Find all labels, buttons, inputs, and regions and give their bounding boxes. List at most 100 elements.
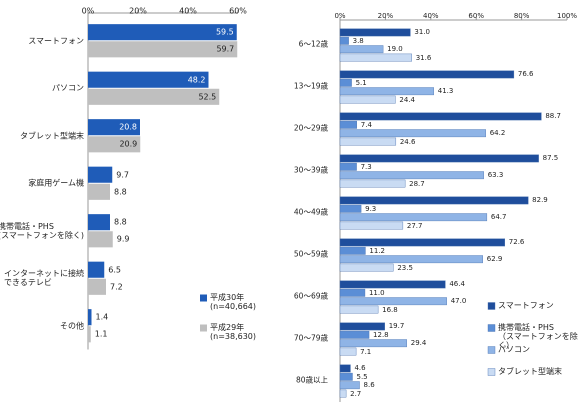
legend-label: タブレット型端末 (498, 367, 562, 376)
bar (88, 309, 92, 326)
value-label: 5.5 (355, 372, 369, 381)
category-label: 50～59歳 (293, 249, 328, 259)
value-label: 52.5 (198, 92, 217, 102)
value-label: 48.2 (187, 75, 206, 85)
value-label: 47.0 (449, 297, 468, 306)
value-label: 11.0 (367, 288, 386, 297)
bar (88, 326, 91, 343)
bar (339, 347, 357, 356)
value-label: 9.9 (116, 234, 130, 244)
bar (339, 53, 412, 62)
bar (339, 45, 384, 54)
legend-swatch (200, 294, 207, 302)
x-tick-label: 0% (334, 11, 346, 20)
bar (88, 261, 105, 278)
category-label: スマートフォン (28, 36, 84, 46)
bar (339, 246, 366, 255)
value-label: 2.7 (349, 389, 363, 398)
bar (339, 120, 357, 129)
bar (339, 297, 447, 306)
bar (88, 88, 220, 105)
category-label: パソコン (52, 83, 84, 93)
bar (88, 41, 238, 58)
bar (88, 183, 110, 200)
bar (339, 78, 352, 87)
value-label: 8.6 (362, 381, 376, 390)
value-label: 64.2 (488, 129, 507, 138)
value-label: 1.1 (94, 329, 108, 339)
value-label: 8.8 (114, 217, 127, 227)
value-label: 59.5 (215, 27, 234, 37)
value-label: 19.7 (387, 322, 406, 331)
bar (88, 166, 113, 183)
legend-swatch (487, 302, 496, 310)
bar (88, 231, 113, 248)
value-label: 31.6 (414, 53, 433, 62)
x-tick-label: 40% (423, 11, 439, 20)
x-tick-label: 0% (81, 6, 95, 16)
value-label: 23.5 (396, 263, 414, 272)
x-tick-label: 20% (377, 11, 394, 20)
bar (339, 221, 404, 230)
value-label: 64.7 (489, 213, 508, 222)
category-label: タブレット型端末 (20, 131, 84, 141)
bar (339, 305, 379, 314)
bar (339, 137, 397, 146)
category-label: 40～49歳 (293, 207, 328, 217)
value-label: 4.6 (353, 364, 367, 373)
category-label: 携帯電話・PHS (スマートフォンを除く) (0, 221, 84, 240)
legend-label: 平成30年 (n=40,664) (210, 293, 257, 312)
bar (88, 119, 140, 136)
x-tick-label: 60% (229, 6, 247, 16)
bar (339, 129, 486, 138)
bar (339, 213, 488, 222)
bar (88, 71, 209, 88)
value-label: 24.4 (398, 95, 416, 104)
bar (339, 36, 349, 45)
bar (339, 339, 407, 348)
bar (339, 87, 434, 96)
bar (339, 179, 406, 188)
value-label: 24.6 (398, 137, 417, 146)
category-label: 13～19歳 (293, 81, 328, 91)
bar (88, 278, 106, 295)
value-label: 72.6 (507, 238, 526, 247)
category-label: 80歳以上 (295, 375, 328, 385)
bar (339, 372, 353, 381)
value-label: 3.8 (351, 36, 365, 45)
category-label: 60～69歳 (293, 291, 328, 301)
bar (339, 70, 515, 79)
category-label: インターネットに接続 できるテレビ (4, 269, 84, 288)
value-label: 31.0 (413, 28, 431, 37)
value-label: 5.1 (354, 78, 368, 87)
x-tick-label: 100% (556, 11, 578, 20)
x-tick-label: 20% (129, 6, 147, 16)
bar (339, 280, 446, 289)
bar (88, 136, 141, 153)
category-label: 30～39歳 (293, 165, 328, 175)
value-label: 9.7 (116, 170, 129, 180)
bar (339, 255, 483, 264)
x-tick-label: 80% (513, 11, 530, 20)
legend-swatch (487, 346, 496, 354)
value-label: 46.4 (448, 280, 466, 289)
value-label: 9.3 (364, 204, 378, 213)
category-label: その他 (60, 321, 84, 331)
bar (339, 322, 385, 331)
bar (339, 263, 394, 272)
bar (339, 112, 542, 121)
value-label: 12.8 (372, 330, 390, 339)
bar (339, 154, 539, 163)
value-label: 16.8 (381, 305, 399, 314)
category-label: 20～29歳 (293, 123, 328, 133)
bar (339, 28, 411, 37)
legend-swatch (200, 324, 207, 332)
value-label: 6.5 (108, 265, 121, 275)
value-label: 19.0 (386, 45, 404, 54)
legend-label: 平成29年 (n=38,630) (210, 323, 257, 342)
bar (339, 204, 362, 213)
category-label: 家庭用ゲーム機 (28, 178, 84, 188)
value-label: 63.3 (486, 171, 505, 180)
